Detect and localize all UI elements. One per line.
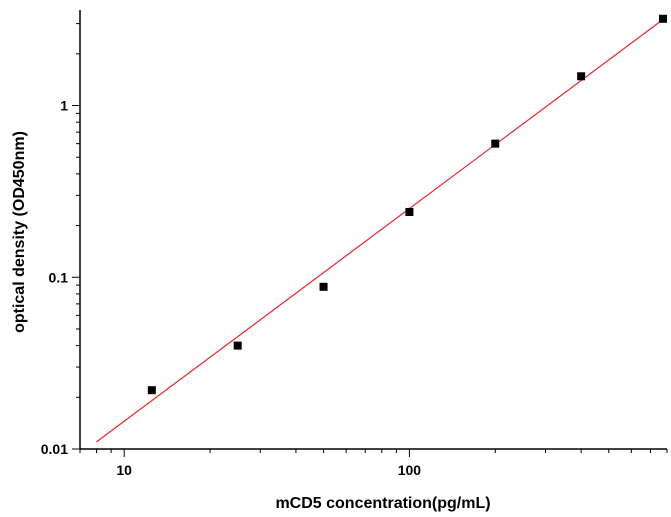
data-point	[405, 207, 414, 216]
x-tick-label: 100	[398, 462, 422, 478]
x-axis-ticks: 10 100	[79, 449, 668, 478]
data-point	[659, 14, 667, 23]
data-point	[491, 139, 500, 148]
data-points	[147, 14, 667, 395]
axes	[79, 10, 667, 450]
x-axis-title: mCD5 concentration(pg/mL)	[275, 495, 490, 512]
fit-line	[96, 16, 668, 443]
y-tick-label: 0.1	[49, 269, 69, 285]
data-point	[233, 341, 242, 350]
y-tick-label: 0.01	[41, 441, 68, 457]
x-tick-label: 10	[116, 462, 132, 478]
y-axis-title: optical density (OD450nm)	[11, 131, 28, 333]
y-tick-label: 1	[60, 98, 68, 114]
y-axis-ticks: 0.01 0.1 1	[41, 23, 80, 457]
data-point	[147, 386, 156, 395]
fit-line-group	[96, 16, 668, 443]
data-point	[577, 72, 586, 81]
data-point	[319, 282, 328, 291]
